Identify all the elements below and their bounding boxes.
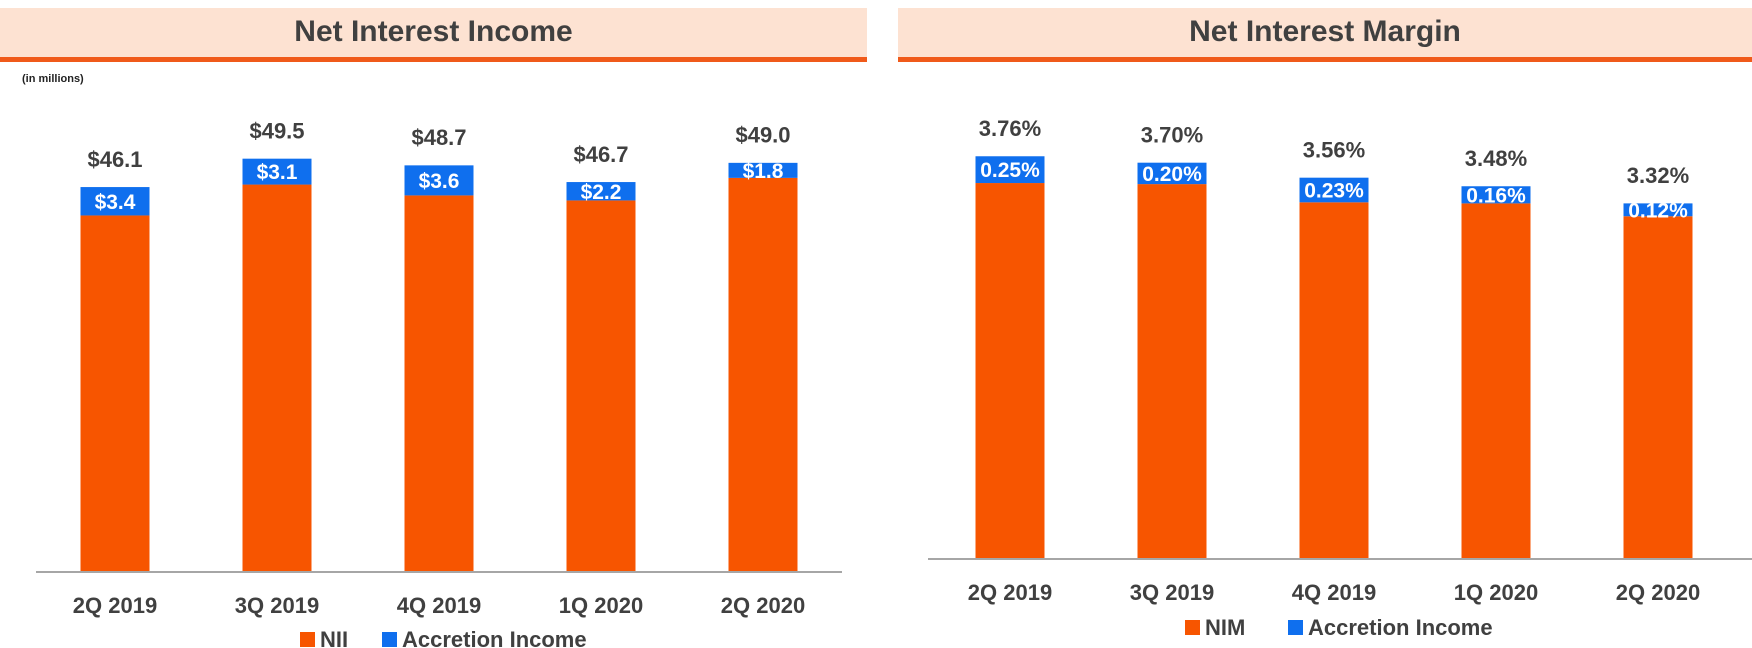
bar-segment (80, 215, 150, 572)
segment-label: 0.20% (1142, 163, 1202, 186)
legend-swatch (300, 632, 315, 647)
bar-segment (1461, 203, 1531, 559)
total-label: $49.5 (249, 118, 304, 143)
bar-segment (1299, 177, 1369, 203)
bar-segment (975, 156, 1045, 184)
bar-segment (1299, 202, 1369, 559)
legend-label: NIM (1205, 615, 1245, 640)
total-label: $48.7 (411, 125, 466, 150)
segment-label: $1.8 (743, 160, 784, 183)
total-label: 3.70% (1141, 123, 1203, 148)
bar-segment (1623, 216, 1693, 559)
bar-segment (404, 165, 474, 196)
legend-swatch (1288, 620, 1303, 635)
segment-label: $3.4 (95, 191, 136, 214)
legend-label: Accretion Income (1308, 615, 1493, 640)
bar-segment (728, 162, 798, 178)
bar-segment (242, 184, 312, 572)
segment-label: 0.23% (1304, 180, 1364, 203)
bar-segment (1623, 203, 1693, 217)
subtitle: (in millions) (22, 73, 84, 85)
bar-segment (566, 200, 636, 573)
chart-title: Net Interest Margin (1189, 15, 1461, 48)
bar-segment (566, 182, 636, 201)
header-band (0, 8, 867, 58)
segment-label: $3.6 (419, 170, 460, 193)
x-tick-label: 4Q 2019 (1292, 580, 1376, 605)
legend-label: NII (320, 627, 348, 648)
x-tick-label: 2Q 2019 (968, 580, 1052, 605)
x-tick-label: 1Q 2020 (1454, 580, 1538, 605)
x-tick-label: 2Q 2020 (1616, 580, 1700, 605)
x-tick-label: 1Q 2020 (559, 593, 643, 618)
total-label: $46.7 (573, 142, 628, 167)
bar-segment (728, 177, 798, 572)
bar-segment (80, 187, 150, 216)
segment-label: 0.25% (980, 159, 1040, 182)
bar-segment (1461, 186, 1531, 204)
legend-label: Accretion Income (402, 627, 587, 648)
x-tick-label: 2Q 2019 (73, 593, 157, 618)
bar-segment (975, 183, 1045, 560)
segment-label: $3.1 (257, 161, 298, 184)
total-label: $49.0 (735, 123, 790, 148)
total-label: 3.76% (979, 116, 1041, 141)
bar-segment (1137, 184, 1207, 559)
total-label: 3.56% (1303, 137, 1365, 162)
x-tick-label: 3Q 2019 (1130, 580, 1214, 605)
x-tick-label: 4Q 2019 (397, 593, 481, 618)
chart-title: Net Interest Income (294, 15, 572, 48)
total-label: $46.1 (87, 147, 142, 172)
header-rule (898, 57, 1752, 62)
segment-label: 0.12% (1628, 199, 1688, 222)
bar-segment (242, 158, 312, 185)
legend-swatch (1185, 620, 1200, 635)
x-tick-label: 2Q 2020 (721, 593, 805, 618)
total-label: 3.48% (1465, 146, 1527, 171)
legend-swatch (382, 632, 397, 647)
bar-segment (404, 195, 474, 573)
header-band (898, 8, 1752, 58)
segment-label: $2.2 (581, 181, 622, 204)
segment-label: 0.16% (1466, 184, 1526, 207)
x-tick-label: 3Q 2019 (235, 593, 319, 618)
total-label: 3.32% (1627, 163, 1689, 188)
bar-segment (1137, 162, 1207, 185)
header-rule (0, 57, 867, 62)
